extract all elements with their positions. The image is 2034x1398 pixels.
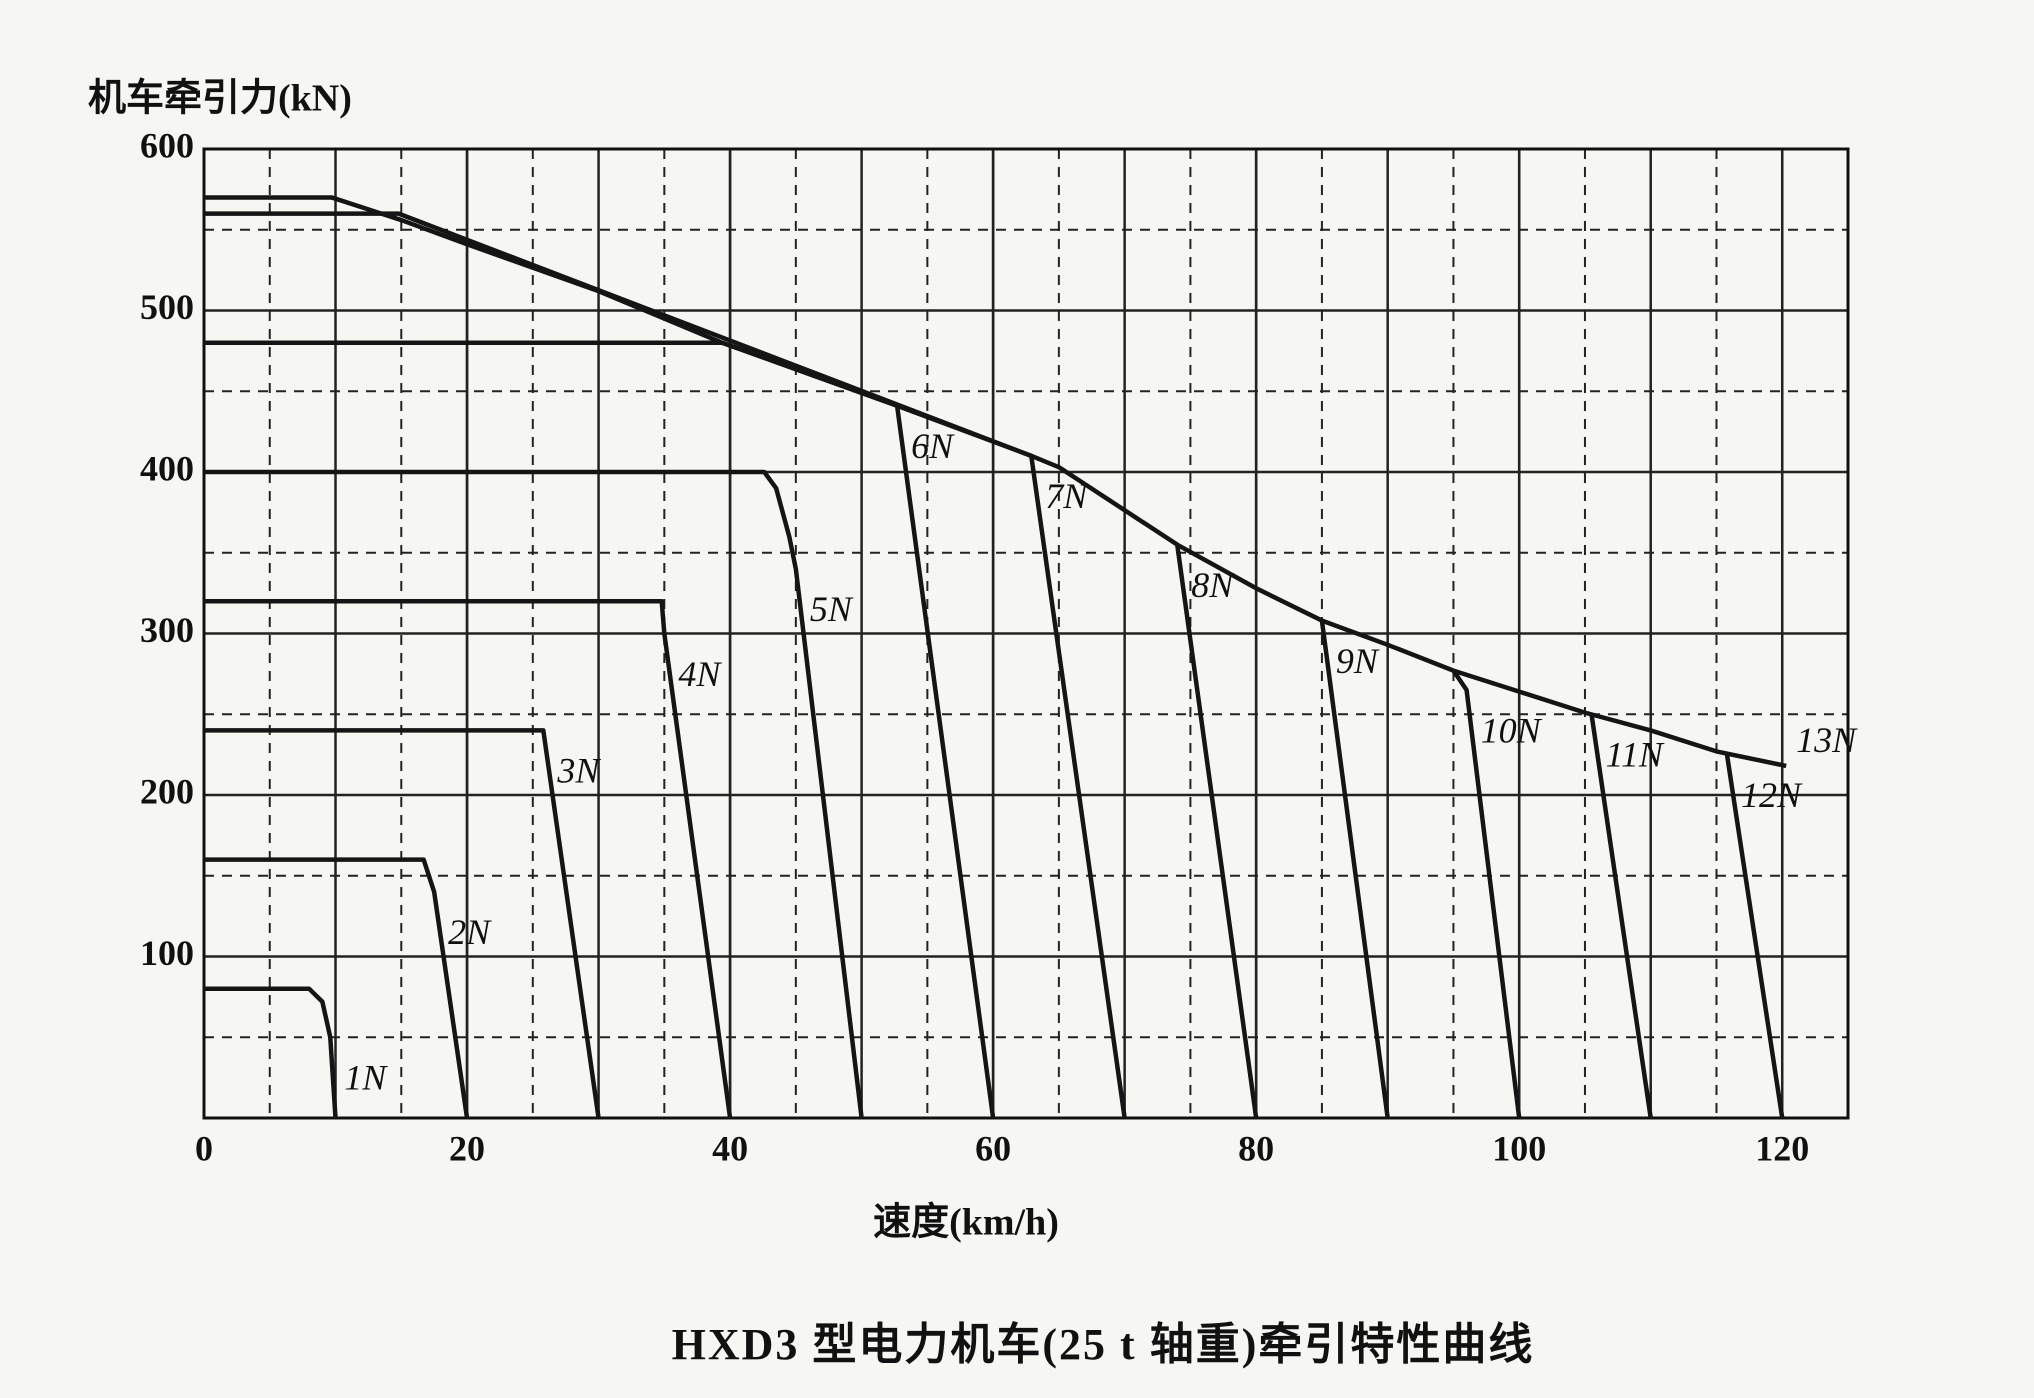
x-axis-title: 速度(km/h) xyxy=(873,1202,1059,1244)
series-label: 4N xyxy=(678,654,722,694)
x-tick-label: 120 xyxy=(1755,1128,1809,1168)
series-line xyxy=(204,857,470,1119)
series-label: 2N xyxy=(448,912,492,952)
series-line xyxy=(204,211,1127,1119)
plot-frame xyxy=(202,147,1850,1120)
series-label: 11N xyxy=(1606,735,1665,775)
x-tick-label: 0 xyxy=(195,1128,213,1168)
series-line xyxy=(1724,754,1785,1119)
x-tick-label: 80 xyxy=(1238,1128,1274,1168)
series-line xyxy=(1589,713,1653,1119)
series-label: 3N xyxy=(556,751,601,791)
x-tick-label: 20 xyxy=(449,1128,485,1168)
series-line xyxy=(204,986,338,1119)
chart-title: HXD3 型电力机车(25 t 轴重)牵引特性曲线 xyxy=(672,1320,1535,1369)
series-label: 1N xyxy=(344,1058,388,1098)
series-label: 10N xyxy=(1481,710,1543,750)
y-tick-label: 100 xyxy=(140,933,194,973)
series-label: 9N xyxy=(1336,641,1380,681)
series-line xyxy=(204,469,864,1119)
series-line xyxy=(1451,669,1522,1119)
x-tick-label: 100 xyxy=(1492,1128,1546,1168)
series-line xyxy=(204,728,601,1119)
y-axis-title: 机车牵引力(kN) xyxy=(88,78,352,120)
y-tick-label: 600 xyxy=(140,125,194,165)
series-label: 6N xyxy=(911,426,955,466)
y-tick-label: 400 xyxy=(140,448,194,488)
x-tick-label: 60 xyxy=(975,1128,1011,1168)
series-line xyxy=(204,598,733,1119)
series-line xyxy=(1319,620,1390,1119)
x-tick-label: 40 xyxy=(712,1128,748,1168)
series-line xyxy=(204,195,1787,769)
y-tick-label: 500 xyxy=(140,287,194,327)
series-label: 5N xyxy=(810,589,854,629)
series-label: 12N xyxy=(1741,775,1803,815)
y-tick-label: 300 xyxy=(140,610,194,650)
series-label: 13N xyxy=(1796,720,1858,760)
y-tick-label: 200 xyxy=(140,771,194,811)
series-line xyxy=(1175,544,1259,1119)
